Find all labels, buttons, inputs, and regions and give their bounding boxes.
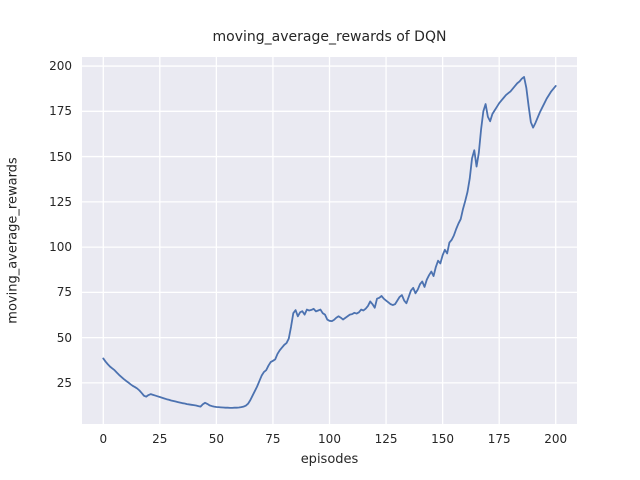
x-tick-label: 175 — [487, 432, 511, 446]
x-tick-label: 200 — [544, 432, 568, 446]
reward-line-series — [102, 76, 557, 409]
x-tick-label: 100 — [318, 432, 341, 446]
x-tick-label: 125 — [374, 432, 398, 446]
y-tick-label: 200 — [49, 59, 72, 74]
x-tick-label: 150 — [431, 432, 455, 446]
x-tick-label: 75 — [265, 432, 281, 446]
chart-title: moving_average_rewards of DQN — [212, 29, 447, 45]
y-tick-label: 150 — [49, 149, 72, 164]
y-tick-label: 100 — [49, 240, 72, 255]
y-axis-label: moving_average_rewards — [5, 157, 21, 324]
y-tick-label: 125 — [49, 194, 72, 209]
y-tick-label: 25 — [56, 375, 72, 390]
y-tick-label: 50 — [56, 330, 72, 345]
x-axis-label: episodes — [300, 452, 359, 467]
line-chart-canvas — [82, 57, 577, 424]
plot-area — [82, 57, 577, 424]
y-tick-label: 175 — [49, 104, 72, 119]
x-tick-label: 25 — [152, 432, 168, 446]
x-tick-label: 50 — [208, 432, 225, 446]
y-tick-label: 75 — [56, 285, 72, 300]
x-tick-label: 0 — [99, 432, 108, 446]
